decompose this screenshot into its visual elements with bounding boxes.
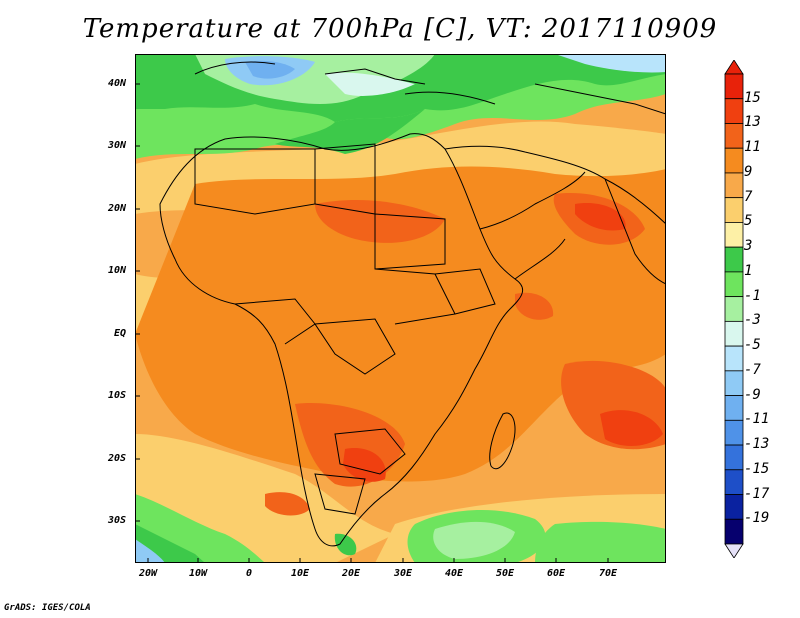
coastlines xyxy=(159,61,666,547)
lon-label: 60E xyxy=(546,568,566,579)
credit-text: GrADS: IGES/COLA xyxy=(4,603,91,613)
colorbar-top-arrow xyxy=(724,60,744,75)
colorbar-bin xyxy=(724,469,744,495)
colorbar-bin xyxy=(724,197,744,223)
colorbar-bottom-arrow xyxy=(724,543,744,558)
colorbar-label: -15 xyxy=(744,460,770,477)
colorbar-label: -13 xyxy=(744,436,770,453)
colorbar-label: -1 xyxy=(744,287,761,304)
colorbar-bin xyxy=(724,296,744,322)
colorbar-bin xyxy=(724,222,744,248)
lat-label: EQ xyxy=(113,328,126,339)
lat-label: 10S xyxy=(107,390,126,401)
colorbar-bin xyxy=(724,370,744,396)
lat-label: 40N xyxy=(107,78,126,89)
colorbar-label: 5 xyxy=(744,213,753,230)
colorbar-bin xyxy=(724,172,744,199)
colorbar-label: -5 xyxy=(744,337,761,354)
lon-label: 70E xyxy=(598,568,618,579)
colorbar-bin xyxy=(724,395,744,421)
lat-label: 30S xyxy=(107,515,126,526)
colorbar-bin xyxy=(724,320,744,347)
map-frame xyxy=(135,54,666,563)
colorbar-bin xyxy=(724,246,744,273)
colorbar-label: -19 xyxy=(744,510,770,527)
colorbar-bin xyxy=(724,123,744,149)
colorbar-label: 13 xyxy=(744,114,761,131)
lon-label: 10E xyxy=(290,568,310,579)
lat-label: 20S xyxy=(107,453,126,464)
colorbar-label: 11 xyxy=(744,139,761,156)
lat-label: 30N xyxy=(107,140,126,151)
colorbar-bin xyxy=(724,147,744,174)
lon-label: 50E xyxy=(495,568,515,579)
colorbar-label: 3 xyxy=(744,238,753,255)
colorbar-label: -17 xyxy=(744,485,770,502)
colorbar-label: -11 xyxy=(744,411,770,428)
colorbar-bin xyxy=(724,444,744,471)
lon-label: 20E xyxy=(341,568,361,579)
lat-label: 20N xyxy=(107,203,126,214)
colorbar xyxy=(724,60,744,558)
colorbar-bin xyxy=(724,271,744,298)
map-ticks xyxy=(135,83,609,563)
colorbar-label: 9 xyxy=(744,163,753,180)
temperature-map xyxy=(135,54,666,563)
colorbar-label: -3 xyxy=(744,312,761,329)
colorbar-bin xyxy=(724,419,744,446)
colorbar-label: 1 xyxy=(744,262,753,279)
colorbar-bin xyxy=(724,73,744,100)
chart-title: Temperature at 700hPa [C], VT: 201711090… xyxy=(82,14,718,44)
colorbar-label: 7 xyxy=(744,188,753,205)
colorbar-label: -9 xyxy=(744,386,761,403)
lon-label: 40E xyxy=(444,568,464,579)
lat-label: 10N xyxy=(107,265,126,276)
colorbar-bin xyxy=(724,494,744,520)
lon-label: 20W xyxy=(138,568,158,579)
colorbar-label: -7 xyxy=(744,361,761,378)
colorbar-bin xyxy=(724,98,744,124)
lon-label: 0 xyxy=(245,568,253,579)
lon-label: 10W xyxy=(188,568,208,579)
colorbar-bin xyxy=(724,518,744,545)
colorbar-label: 15 xyxy=(744,89,761,106)
colorbar-bin xyxy=(724,345,744,372)
lon-label: 30E xyxy=(393,568,413,579)
